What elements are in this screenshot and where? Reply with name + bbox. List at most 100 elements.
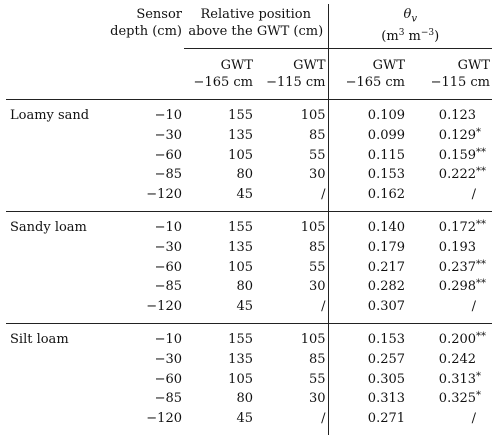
header-sensor-depth-line1: Sensor (136, 7, 182, 22)
position-165-cell: 45 (184, 409, 261, 435)
position-115-cell: 55 (261, 146, 328, 166)
theta-115-value: 0.159 (438, 147, 477, 163)
theta-165-cell: 0.153 (327, 323, 408, 350)
soil-moisture-table: Sensor depth (cm) Relative position abov… (6, 4, 493, 435)
header-gwt-115-position: GWT −115 cm (261, 48, 329, 100)
position-165-value: 45 (236, 299, 253, 315)
header-gwt-165-position: GWT −165 cm (184, 48, 261, 100)
theta-165-value: 0.109 (367, 108, 406, 123)
table-page: { "header": { "sensor_depth_l1": "Sensor… (6, 4, 493, 435)
theta-115-cell: / (407, 409, 492, 435)
theta-115-value: 0.123 (438, 108, 477, 123)
soil-type-value: Sandy loam (10, 219, 87, 235)
position-165-value: 135 (228, 127, 253, 143)
position-165-cell: 135 (184, 126, 261, 146)
position-165-value: 135 (228, 351, 253, 367)
header-theta-unit-sup1: 3 (398, 27, 405, 38)
position-115-value: / (321, 299, 326, 315)
position-165-value: 155 (228, 331, 253, 347)
theta-165-value: 0.162 (367, 187, 406, 203)
theta-165-value: 0.282 (367, 279, 406, 295)
position-165-value: 80 (236, 279, 253, 295)
theta-115-cell: 0.313* (438, 370, 482, 387)
header-theta-unit-sup2: −3 (420, 27, 435, 38)
position-115-cell: / (261, 185, 329, 212)
theta-115-cell: / (407, 297, 493, 324)
position-165-cell: 45 (184, 185, 261, 212)
theta-115-cell: 0.222** (438, 166, 487, 183)
soil-type-cell (6, 370, 106, 390)
sensor-depth-value: −85 (154, 391, 182, 407)
soil-type-cell (6, 126, 106, 146)
position-165-value: 155 (228, 219, 253, 235)
theta-115-value: / (471, 299, 477, 315)
header-relative-position: Relative position above the GWT (cm) (184, 4, 328, 49)
header-gwt-115-theta: GWT −115 cm (407, 48, 493, 100)
theta-165-cell: 0.282 (327, 277, 408, 298)
position-115-cell: 105 (261, 100, 328, 126)
position-165-value: 45 (236, 187, 253, 203)
position-115-value: 30 (308, 167, 326, 183)
position-115-cell: / (261, 297, 329, 324)
header-gwt-115-value: −115 cm (266, 75, 326, 90)
theta-115-value: 0.200 (438, 331, 477, 347)
position-165-cell: 105 (184, 146, 261, 166)
soil-type-cell (6, 389, 106, 409)
position-165-value: 80 (236, 167, 253, 183)
position-115-cell: 55 (261, 370, 328, 390)
position-165-value: 155 (228, 108, 253, 123)
position-165-cell: 105 (184, 258, 261, 278)
theta-165-cell: 0.257 (327, 349, 408, 370)
theta-115-cell: 0.123 (407, 100, 492, 126)
position-115-value: 105 (300, 108, 326, 123)
theta-115-value: 0.172 (438, 219, 477, 235)
position-165-cell: 135 (184, 350, 261, 370)
table-row: Silt loam −10 155 105 0.153 0.200** (6, 323, 492, 350)
sensor-depth-value: −10 (154, 108, 182, 123)
header-relative-position-line1: Relative position (200, 7, 312, 22)
sensor-depth-value: −30 (154, 127, 182, 143)
position-115-cell: 85 (261, 238, 328, 258)
sensor-depth-value: −10 (154, 331, 182, 347)
position-115-value: 105 (300, 331, 326, 347)
position-165-value: 135 (228, 239, 253, 255)
table-row: −120 45 / 0.307 / (6, 297, 493, 324)
position-115-value: 30 (308, 279, 326, 295)
position-165-cell: 80 (184, 165, 261, 185)
theta-115-value: 0.129 (438, 127, 477, 143)
theta-115-cell: 0.325* (438, 390, 482, 407)
theta-115-cell: 0.200** (438, 330, 487, 347)
soil-type-cell: Loamy sand (6, 100, 106, 126)
position-115-cell: 85 (261, 126, 328, 146)
theta-115-cell: 0.298** (438, 278, 487, 295)
position-115-value: 85 (308, 127, 326, 143)
sensor-depth-cell: −30 (106, 350, 184, 370)
theta-165-cell: 0.140 (327, 211, 408, 238)
soil-type-cell (6, 409, 106, 435)
header-theta-unit-c: ) (434, 28, 440, 44)
header-theta-symbol: θ (403, 7, 412, 22)
position-115-cell: 30 (261, 165, 328, 185)
theta-115-cell: 0.193 (407, 238, 492, 258)
table-row: −60 105 55 0.305 0.313* (6, 369, 492, 390)
header-sensor-depth-line2: depth (cm) (110, 24, 182, 39)
table-body: Loamy sand −10 155 105 0.109 0.123 −30 135 85 0.0… (6, 99, 493, 435)
soil-type-cell (6, 258, 106, 278)
position-115-value: 85 (308, 351, 326, 367)
theta-115-value: / (471, 411, 477, 427)
position-115-value: 55 (308, 371, 326, 387)
header-theta: θv (m3 m−3) (327, 4, 493, 49)
position-165-cell: 80 (184, 389, 261, 409)
theta-165-cell: 0.313 (327, 389, 408, 410)
position-165-cell: 45 (184, 297, 261, 324)
position-115-value: 55 (308, 259, 326, 275)
position-115-cell: 105 (261, 211, 328, 237)
header-theta-unit-a: (m (381, 28, 399, 44)
header-gwt-label: GWT (457, 58, 491, 73)
sensor-depth-value: −120 (146, 187, 182, 203)
theta-165-cell: 0.307 (327, 297, 408, 324)
position-115-value: 105 (300, 219, 326, 235)
sensor-depth-value: −60 (154, 259, 182, 275)
sensor-depth-value: −10 (154, 219, 182, 235)
theta-165-value: 0.217 (367, 259, 406, 275)
